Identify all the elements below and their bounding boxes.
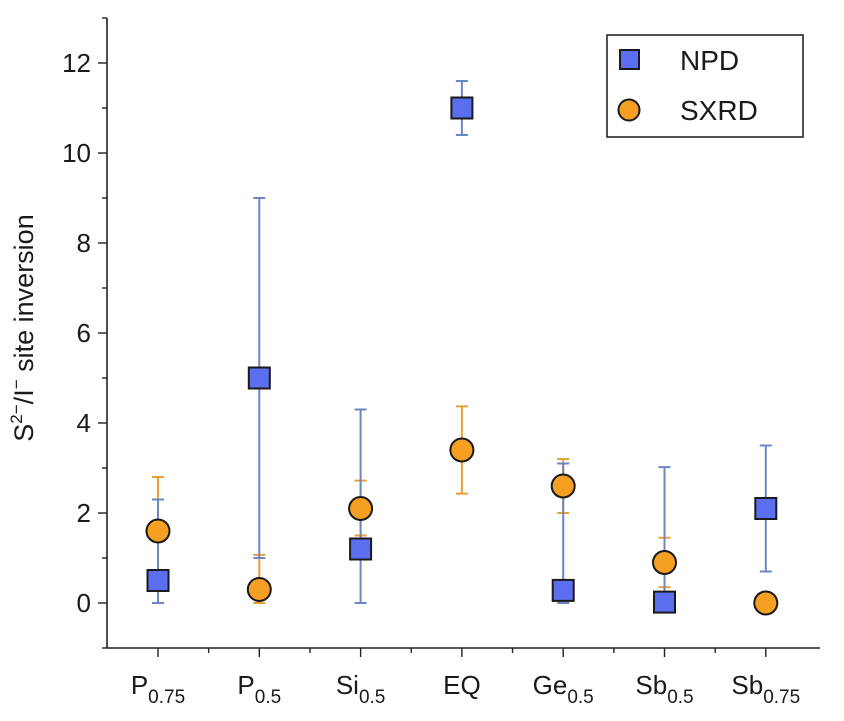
npd-point [551,578,575,602]
sxrd-point [652,550,677,575]
npd-point [349,537,373,561]
x-tick-label: Sb0.5 [635,670,693,708]
npd-point [146,569,170,592]
sxrd-point [550,473,576,499]
y-tick-label: 0 [77,588,91,618]
sxrd-point [145,518,171,544]
x-tick-label: Si0.5 [336,670,386,708]
error-bars [152,80,772,604]
y-tick-label: 10 [62,138,91,168]
npd-point [754,497,778,520]
y-axis-title: S2−/I− site inversion [7,214,39,441]
x-tick-label: Sb0.75 [731,670,800,708]
y-tick-label: 6 [77,318,91,348]
npd-point [247,366,271,390]
x-tick-label: EQ [443,670,481,700]
y-tick-label: 4 [77,408,91,438]
x-tick-label: Ge0.5 [533,670,594,708]
x-axis-ticks: P0.75 P0.5 Si0.5 EQ Ge0.5 Sb0.5 Sb0.75 [131,648,800,708]
sxrd-point [246,577,272,602]
y-axis-title-text: S2−/I− site inversion [7,214,39,441]
y-axis-ticks: 0 2 4 6 8 10 12 [62,17,107,649]
legend-sxrd-marker [617,98,641,122]
y-tick-label: 2 [77,498,91,528]
sxrd-point [753,590,779,616]
x-tick-label: P0.5 [237,670,281,708]
npd-point [450,96,474,120]
legend: NPD SXRD [606,34,804,138]
sxrd-point [449,437,475,463]
npd-point [653,590,676,614]
legend-sxrd-label: SXRD [680,95,758,126]
sxrd-point [348,496,374,521]
y-tick-label: 8 [77,228,91,258]
data-markers [145,96,779,616]
y-tick-label: 12 [62,48,91,78]
x-tick-label: P0.75 [131,670,185,708]
legend-npd-marker [619,49,640,70]
legend-npd-label: NPD [680,45,739,76]
